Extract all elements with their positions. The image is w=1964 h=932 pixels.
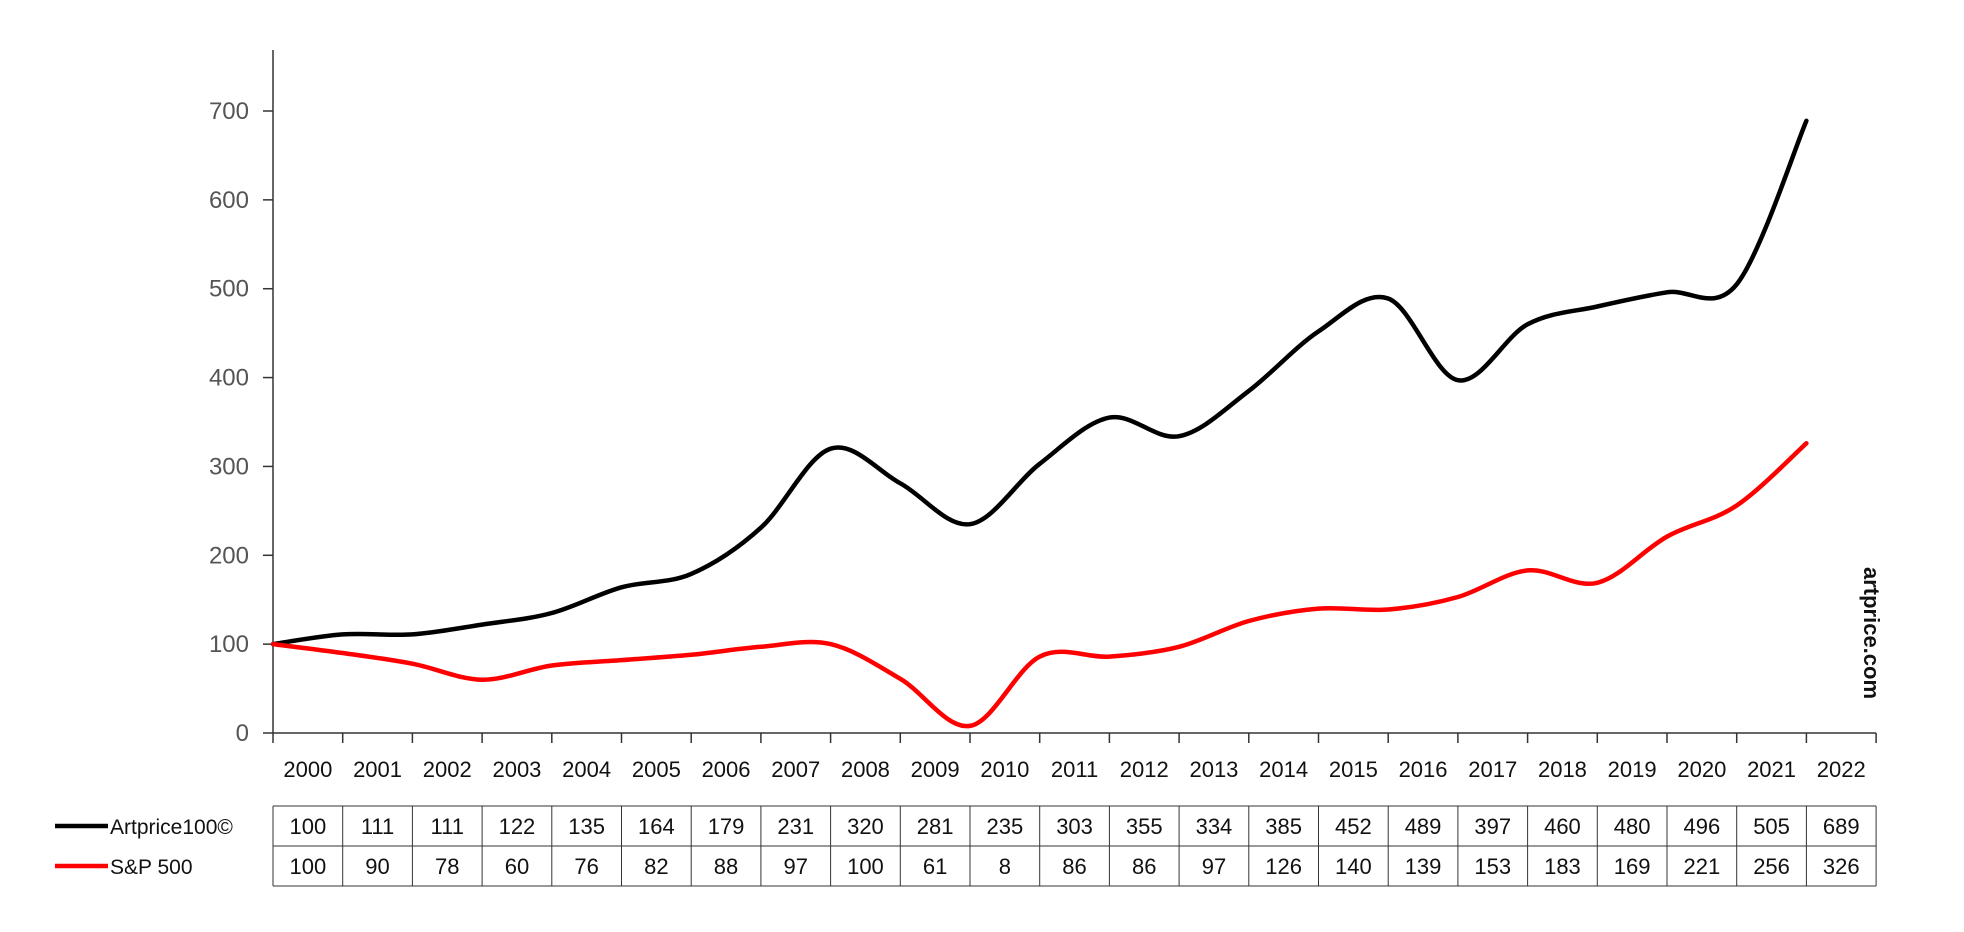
- data-table-cell: 140: [1335, 854, 1372, 879]
- x-tick-label: 2020: [1677, 757, 1726, 782]
- data-table-cell: 100: [289, 854, 326, 879]
- y-tick-label: 0: [236, 720, 249, 747]
- data-table-cell: 385: [1265, 814, 1302, 839]
- y-tick-label: 600: [209, 187, 249, 214]
- data-table-cell: 689: [1823, 814, 1860, 839]
- data-table-cell: 78: [435, 854, 459, 879]
- data-table-cell: 179: [708, 814, 745, 839]
- data-table-cell: 496: [1683, 814, 1720, 839]
- data-table-cell: 88: [714, 854, 738, 879]
- y-tick-label: 700: [209, 98, 249, 125]
- x-tick-label: 2005: [632, 757, 681, 782]
- x-tick-label: 2006: [702, 757, 751, 782]
- data-table-cell: 86: [1132, 854, 1156, 879]
- y-tick-label: 200: [209, 542, 249, 569]
- data-table-cell: 122: [499, 814, 536, 839]
- data-table-cell: 135: [568, 814, 605, 839]
- data-table-cell: 61: [923, 854, 947, 879]
- y-tick-label: 100: [209, 631, 249, 658]
- data-table-cell: 97: [1202, 854, 1226, 879]
- x-tick-label: 2008: [841, 757, 890, 782]
- data-table-cell: 86: [1062, 854, 1086, 879]
- data-table-cell: 126: [1265, 854, 1302, 879]
- data-table-cell: 489: [1405, 814, 1442, 839]
- legend-label: S&P 500: [110, 856, 193, 879]
- x-tick-label: 2014: [1259, 757, 1308, 782]
- x-tick-label: 2009: [911, 757, 960, 782]
- x-tick-label: 2004: [562, 757, 611, 782]
- x-tick-label: 2010: [980, 757, 1029, 782]
- data-table-cell: 82: [644, 854, 668, 879]
- data-table-cell: 505: [1753, 814, 1790, 839]
- data-table-cell: 153: [1474, 854, 1511, 879]
- data-table-cell: 164: [638, 814, 675, 839]
- data-table-cell: 452: [1335, 814, 1372, 839]
- series-line-sp500: [270, 441, 1809, 729]
- data-table-cell: 231: [777, 814, 814, 839]
- data-table-cell: 221: [1683, 854, 1720, 879]
- data-table-cell: 460: [1544, 814, 1581, 839]
- data-table-cell: 111: [361, 814, 394, 839]
- data-table-cell: 183: [1544, 854, 1581, 879]
- data-table-cell: 480: [1614, 814, 1651, 839]
- data-table-cell: 326: [1823, 854, 1860, 879]
- x-tick-label: 2015: [1329, 757, 1378, 782]
- x-tick-label: 2007: [771, 757, 820, 782]
- y-tick-label: 400: [209, 365, 249, 392]
- data-table-cell: 320: [847, 814, 884, 839]
- data-table-cell: 139: [1405, 854, 1442, 879]
- data-table-cell: 334: [1196, 814, 1233, 839]
- data-table-cell: 256: [1753, 854, 1790, 879]
- x-tick-label: 2022: [1817, 757, 1866, 782]
- data-table-cell: 97: [784, 854, 808, 879]
- data-table-cell: 60: [505, 854, 529, 879]
- x-tick-label: 2019: [1608, 757, 1657, 782]
- x-tick-label: 2018: [1538, 757, 1587, 782]
- data-table-cell: 281: [917, 814, 954, 839]
- x-tick-label: 2001: [353, 757, 402, 782]
- data-table-cell: 303: [1056, 814, 1093, 839]
- x-tick-label: 2021: [1747, 757, 1796, 782]
- data-table-cell: 169: [1614, 854, 1651, 879]
- x-tick-label: 2012: [1120, 757, 1169, 782]
- data-table-cell: 100: [847, 854, 884, 879]
- data-table-cell: 100: [289, 814, 326, 839]
- data-table-cell: 8: [999, 854, 1011, 879]
- x-tick-label: 2002: [423, 757, 472, 782]
- data-table-cell: 111: [431, 814, 464, 839]
- watermark-text: artprice.com: [1859, 567, 1884, 699]
- x-tick-label: 2013: [1189, 757, 1238, 782]
- x-tick-label: 2003: [492, 757, 541, 782]
- legend-label: Artprice100©: [110, 816, 233, 839]
- data-table-cell: 397: [1474, 814, 1511, 839]
- x-tick-label: 2017: [1468, 757, 1517, 782]
- x-tick-label: 2000: [283, 757, 332, 782]
- x-tick-label: 2011: [1051, 757, 1098, 782]
- series-line-artprice100: [270, 118, 1809, 647]
- data-table-cell: 355: [1126, 814, 1163, 839]
- data-table-cell: 235: [986, 814, 1023, 839]
- x-tick-label: 2016: [1399, 757, 1448, 782]
- y-tick-label: 500: [209, 276, 249, 303]
- data-table-cell: 76: [574, 854, 598, 879]
- data-table-cell: 90: [365, 854, 389, 879]
- y-tick-label: 300: [209, 453, 249, 480]
